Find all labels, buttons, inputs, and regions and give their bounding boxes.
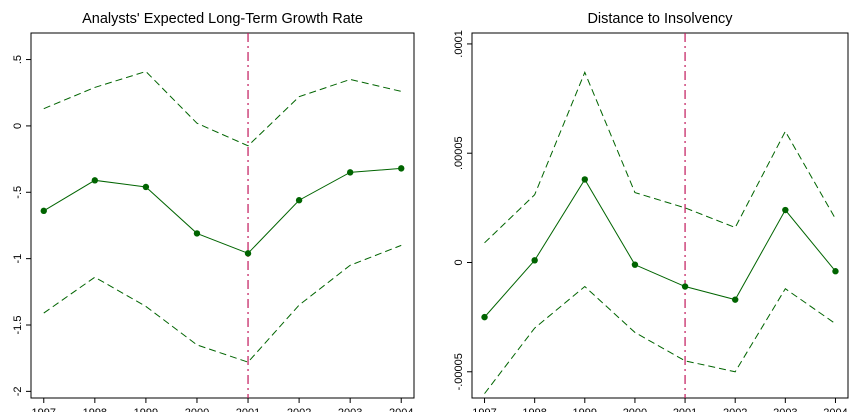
panel2-x-tick-label: 2003 — [773, 407, 797, 412]
panel2-title: Distance to Insolvency — [587, 11, 733, 27]
panel2-x-tick-label: 2000 — [623, 407, 647, 412]
panel1-data-point — [40, 207, 47, 215]
panel2-data-point — [581, 176, 588, 183]
panel2-data-point — [681, 283, 689, 290]
panel2-data-point — [531, 257, 538, 264]
panel1-data-point — [193, 230, 201, 237]
panel1-data-point — [398, 165, 405, 172]
panel1-title: Analysts' Expected Long-Term Growth Rate — [82, 11, 363, 27]
panel2-y-tick-label: 0 — [453, 259, 465, 265]
panel1-y-tick-label: -1.5 — [12, 316, 24, 335]
panel1-lower-bound-line — [43, 244, 402, 363]
panel1-data-point — [142, 183, 150, 191]
panel2-x-tick-label: 2002 — [723, 407, 747, 412]
panel2-group: Distance to Insolvency .0001 .00005 0 -.0000… — [453, 11, 849, 412]
panel1-upper-bound-line — [43, 70, 402, 147]
panel2-data-point — [782, 206, 789, 214]
panel1-data-point — [346, 169, 354, 176]
panel2-y-tick-label: .0001 — [453, 30, 465, 58]
panel1-data-point — [295, 197, 303, 204]
panel1-x-tick-label: 2001 — [236, 407, 260, 412]
panel1-plot-frame — [30, 32, 415, 399]
panel1-y-tick-label: -1 — [12, 254, 24, 264]
panel1-data-point — [91, 177, 99, 184]
panel1-x-tick-label: 2004 — [389, 407, 413, 412]
panel1-estimate-line — [43, 167, 402, 254]
panel2-data-point — [732, 296, 739, 303]
panel1-x-tick-label: 2002 — [287, 407, 311, 412]
panel1-x-tick-label: 2003 — [338, 407, 362, 412]
panel1-y-tick-label: 0 — [12, 123, 24, 129]
panel1-group: Analysts' Expected Long-Term Growth Rate… — [12, 11, 415, 412]
panel2-x-tick-label: 1999 — [573, 407, 597, 412]
panel1-x-tick-label: 1998 — [83, 407, 107, 412]
panel2-y-tick-label: .00005 — [453, 136, 465, 170]
panel2-data-point — [631, 261, 639, 268]
panel1-x-tick-label: 2000 — [185, 407, 209, 412]
panel2-x-tick-label: 2004 — [823, 407, 847, 412]
panel2-upper-bound-line — [484, 71, 836, 244]
panel2-estimate-line — [484, 178, 836, 318]
panel2-x-tick-label: 2001 — [673, 407, 697, 412]
panel1-x-tick-label: 1997 — [32, 407, 56, 412]
panel2-plot-frame — [471, 32, 849, 399]
panel2-data-point — [832, 268, 839, 275]
panel1-y-tick-label: -.5 — [12, 186, 24, 199]
panel1-y-tick-label: .5 — [12, 55, 24, 64]
panel2-x-tick-label: 1997 — [472, 407, 496, 412]
panel2-lower-bound-line — [484, 285, 836, 394]
panel2-x-tick-label: 1998 — [522, 407, 546, 412]
panel1-data-point — [244, 250, 252, 257]
panel1-x-tick-label: 1999 — [134, 407, 158, 412]
panel1-y-tick-label: -2 — [12, 386, 24, 396]
panel2-data-point — [481, 313, 488, 321]
panel2-y-tick-label: -.00005 — [453, 353, 465, 390]
